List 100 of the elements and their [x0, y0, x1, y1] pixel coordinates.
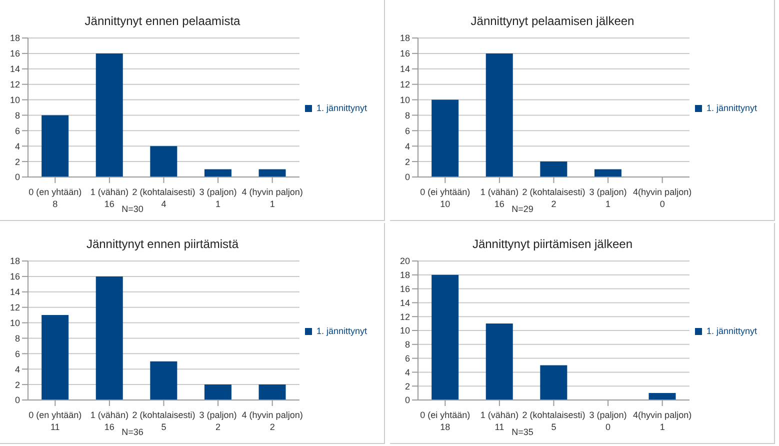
y-tick-label: 2 [14, 156, 20, 167]
bar [204, 384, 232, 400]
x-tick-label: 0 (en yhtään) [28, 410, 82, 420]
y-tick-label: 12 [400, 80, 410, 90]
data-label: 16 [104, 199, 114, 209]
y-tick-label: 6 [404, 353, 410, 364]
bar [204, 169, 232, 177]
y-tick-label: 14 [10, 287, 20, 298]
y-tick-label: 6 [14, 348, 20, 359]
legend-label: 1. jännittynyt [706, 326, 757, 336]
y-tick-label: 8 [14, 110, 20, 120]
data-label: 10 [440, 199, 450, 209]
x-tick-label: 0 (ei yhtään) [420, 187, 470, 197]
y-tick-label: 4 [14, 364, 20, 374]
x-tick-label: 0 (en yhtään) [28, 187, 82, 197]
x-tick-label: 2 (kohtalaisesti) [132, 410, 196, 420]
bar [150, 361, 178, 400]
bar [432, 100, 459, 177]
y-tick-label: 4 [404, 141, 410, 152]
data-label: 18 [440, 422, 450, 432]
bar [432, 274, 459, 400]
data-label: 0 [606, 422, 611, 432]
legend-label: 1. jännittynyt [316, 102, 367, 112]
data-label: 11 [50, 422, 60, 432]
y-tick-label: 18 [10, 256, 20, 266]
y-tick-label: 10 [10, 94, 20, 105]
y-tick-label: 0 [404, 172, 410, 182]
y-tick-label: 6 [404, 126, 410, 136]
y-tick-label: 8 [404, 340, 410, 350]
x-tick-label: 1 (vähän) [480, 410, 518, 420]
y-tick-label: 20 [400, 256, 410, 266]
x-tick-label: 3 (paljon) [199, 187, 237, 197]
bar [150, 146, 178, 177]
y-tick-label: 6 [14, 126, 20, 136]
y-tick-label: 0 [14, 172, 20, 182]
y-tick-label: 8 [404, 110, 410, 120]
data-label: 11 [494, 422, 504, 432]
y-tick-label: 16 [400, 48, 410, 59]
bar [42, 315, 69, 400]
data-label: 16 [104, 422, 114, 432]
x-tick-label: 1 (vähän) [90, 187, 128, 197]
y-tick-label: 14 [400, 64, 410, 74]
x-tick-label: 4 (hyvin paljon) [242, 410, 303, 420]
bar [594, 169, 622, 177]
y-tick-label: 4 [14, 141, 20, 152]
bar [486, 324, 513, 400]
y-tick-label: 12 [10, 80, 20, 90]
data-label: 8 [52, 199, 58, 209]
y-tick-label: 12 [10, 302, 20, 313]
y-tick-label: 18 [400, 270, 410, 280]
data-label: 1 [660, 422, 665, 432]
data-label: 16 [494, 199, 504, 209]
y-tick-label: 18 [10, 33, 20, 44]
chart-title: Jännittynyt piirtämisen jälkeen [471, 237, 634, 251]
data-label: 5 [551, 422, 556, 432]
text: N=36 [122, 427, 144, 437]
x-tick-label: 2 (kohtalaisesti) [522, 410, 586, 420]
data-label: 2 [270, 422, 275, 432]
x-tick-label: 3 (paljon) [589, 187, 627, 197]
y-tick-label: 0 [14, 395, 20, 406]
x-tick-label: 1 (vähän) [480, 187, 518, 197]
data-label: 4 [161, 199, 166, 209]
y-tick-label: 8 [14, 333, 20, 344]
text: N=30 [122, 204, 144, 214]
x-tick-label: 4(hyvin paljon) [633, 410, 692, 420]
bar [42, 115, 69, 177]
y-tick-label: 14 [10, 64, 20, 74]
y-tick-label: 16 [10, 272, 20, 282]
bar [486, 53, 513, 177]
y-tick-label: 2 [404, 381, 410, 392]
bar [540, 162, 568, 177]
x-tick-label: 3 (paljon) [589, 410, 627, 420]
data-label: 1 [270, 199, 275, 209]
y-tick-label: 16 [10, 48, 20, 59]
y-tick-label: 4 [404, 367, 410, 378]
y-tick-label: 16 [400, 284, 410, 294]
y-tick-label: 2 [14, 380, 20, 390]
x-tick-label: 0 (ei yhtään) [420, 410, 470, 420]
x-tick-label: 1 (vähän) [90, 410, 128, 420]
y-tick-label: 10 [10, 318, 20, 328]
bar [96, 53, 123, 177]
y-tick-label: 10 [400, 94, 410, 105]
text: N=35 [512, 427, 534, 437]
x-tick-label: 4(hyvin paljon) [633, 187, 692, 197]
x-tick-label: 4 (hyvin paljon) [242, 187, 303, 197]
data-label: 1 [216, 199, 221, 209]
y-tick-label: 2 [404, 156, 410, 167]
legend-label: 1. jännittynyt [316, 326, 367, 336]
text: N=29 [512, 204, 534, 214]
data-label: 2 [216, 422, 221, 432]
bar [540, 365, 568, 400]
data-label: 5 [161, 422, 166, 432]
x-tick-label: 2 (kohtalaisesti) [132, 187, 196, 197]
y-tick-label: 12 [400, 312, 410, 322]
data-label: 0 [660, 199, 665, 209]
chart-title: Jännittynyt ennen piirtämistä [85, 237, 240, 251]
bar [258, 384, 286, 400]
data-label: 1 [606, 199, 611, 209]
chart-title: Jännittynyt ennen pelaamista [84, 14, 242, 28]
chart-title: Jännittynyt pelaamisen jälkeen [470, 14, 636, 28]
